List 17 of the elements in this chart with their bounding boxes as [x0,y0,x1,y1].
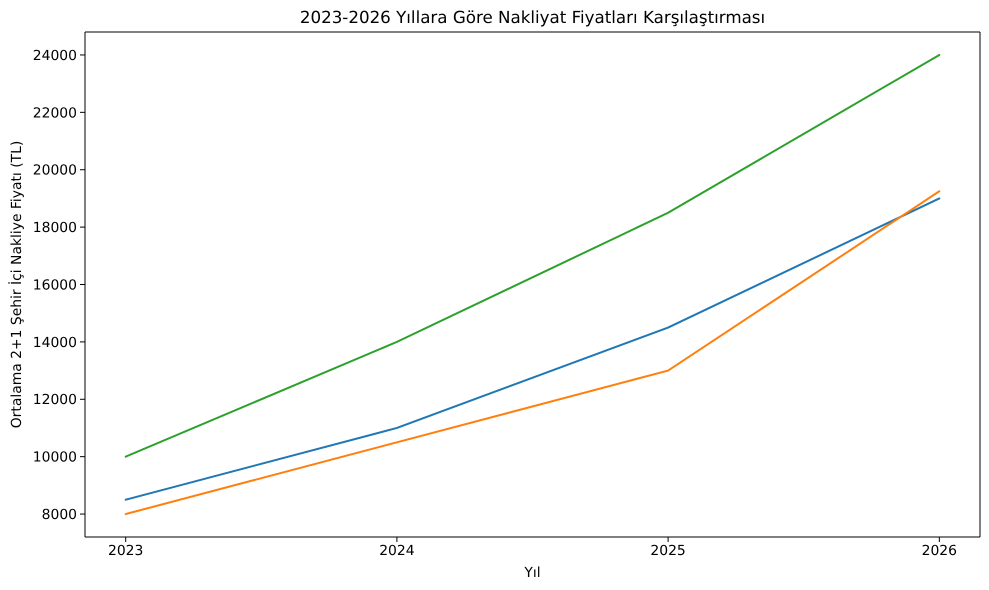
x-axis-title: Yıl [523,565,541,581]
y-tick-label: 10000 [32,450,77,466]
y-tick-label: 24000 [32,48,77,64]
x-tick-label: 2023 [108,542,144,559]
y-tick-label: 14000 [32,334,77,351]
x-tick-label: 2024 [379,542,415,559]
y-tick-label: 18000 [32,220,77,236]
y-axis-title: Ortalama 2+1 Şehir İçi Nakliye Fiyatı (TL) [8,140,25,428]
y-tick-label: 12000 [32,392,77,408]
x-tick-label: 2026 [922,542,957,559]
y-tick-label: 8000 [42,506,77,523]
y-tick-label: 20000 [32,162,77,179]
line-series [124,54,940,458]
chart-title: 2023-2026 Yıllara Göre Nakliyat Fiyatları Karşılaştırması [298,7,766,27]
y-tick-label: 22000 [32,105,77,122]
y-tick-label: 16000 [32,277,77,294]
x-tick-label: 2025 [650,542,686,559]
